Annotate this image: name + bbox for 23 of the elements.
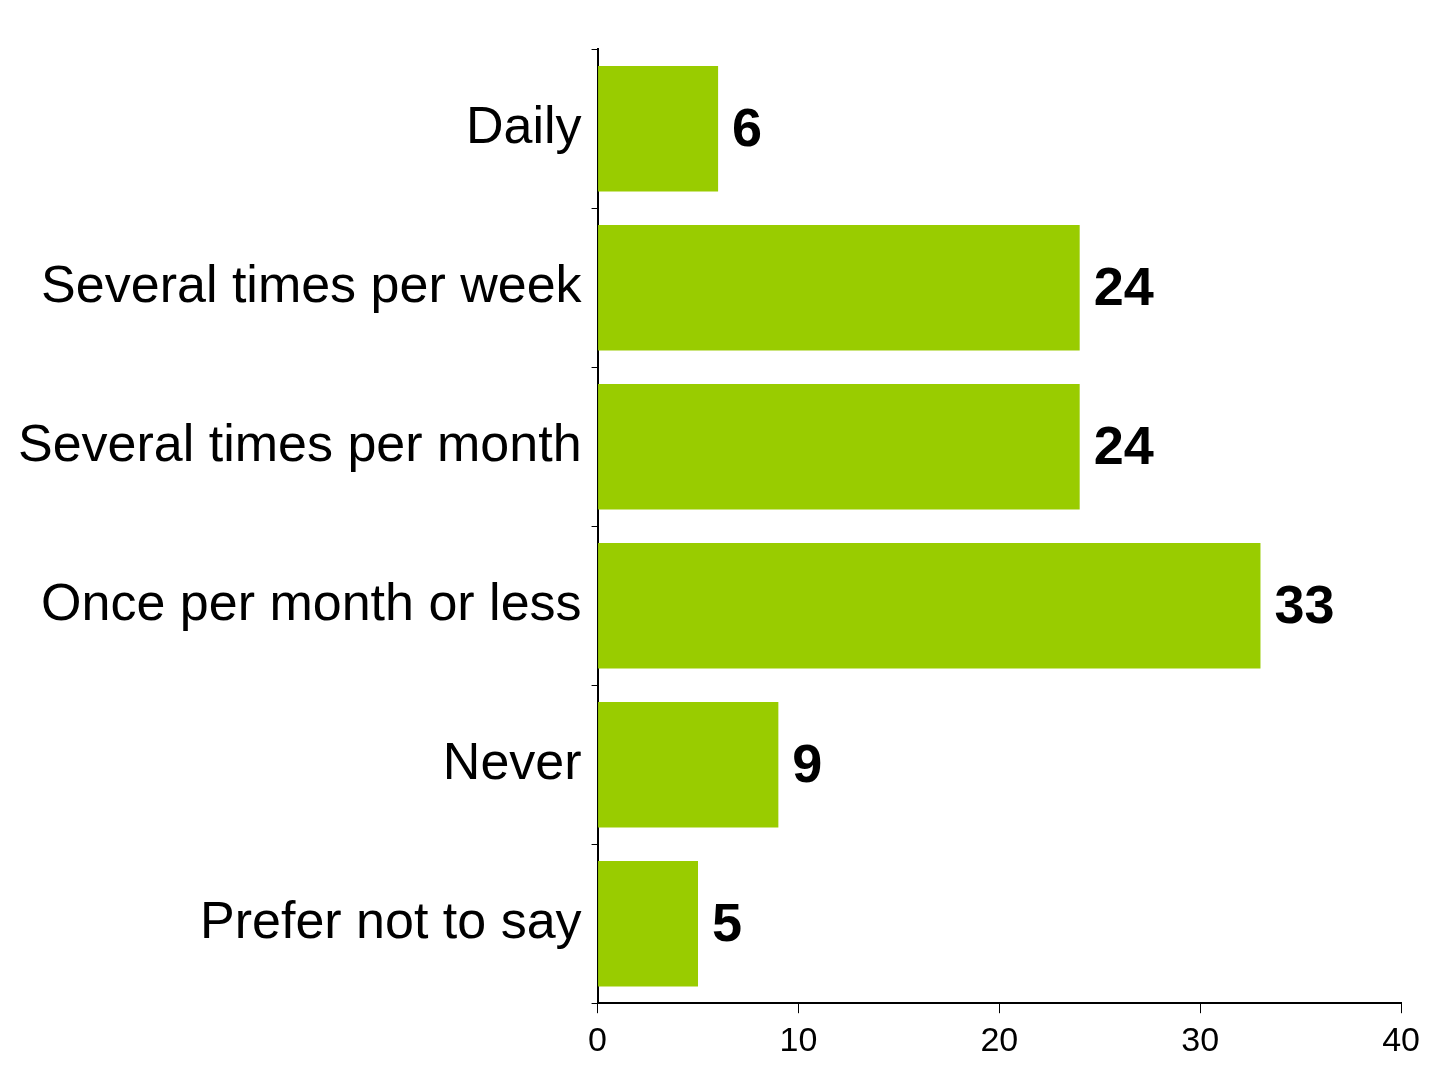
data-label: 24 — [1093, 255, 1154, 316]
data-label: 33 — [1274, 573, 1335, 634]
data-label: 6 — [732, 96, 763, 157]
y-tick-label: Never — [442, 732, 582, 791]
data-label: 5 — [712, 891, 743, 952]
x-tick-label: 20 — [980, 1019, 1019, 1058]
data-label: 24 — [1093, 414, 1154, 475]
y-tick-label: Several times per month — [17, 414, 582, 473]
bar — [598, 65, 719, 192]
x-tick-label: 0 — [588, 1019, 608, 1058]
y-tick-label: Several times per week — [41, 255, 583, 314]
x-tick-label: 10 — [779, 1019, 818, 1058]
data-label: 9 — [792, 732, 823, 793]
bar — [598, 224, 1080, 351]
x-tick-label: 30 — [1181, 1019, 1220, 1058]
y-tick-label: Prefer not to say — [200, 891, 582, 950]
bar — [598, 701, 779, 828]
y-tick-label: Daily — [465, 96, 582, 155]
y-tick-label: Once per month or less — [41, 573, 582, 632]
bar — [598, 542, 1261, 669]
x-tick-label: 40 — [1382, 1019, 1420, 1058]
bar — [598, 860, 699, 987]
bar — [598, 383, 1080, 510]
